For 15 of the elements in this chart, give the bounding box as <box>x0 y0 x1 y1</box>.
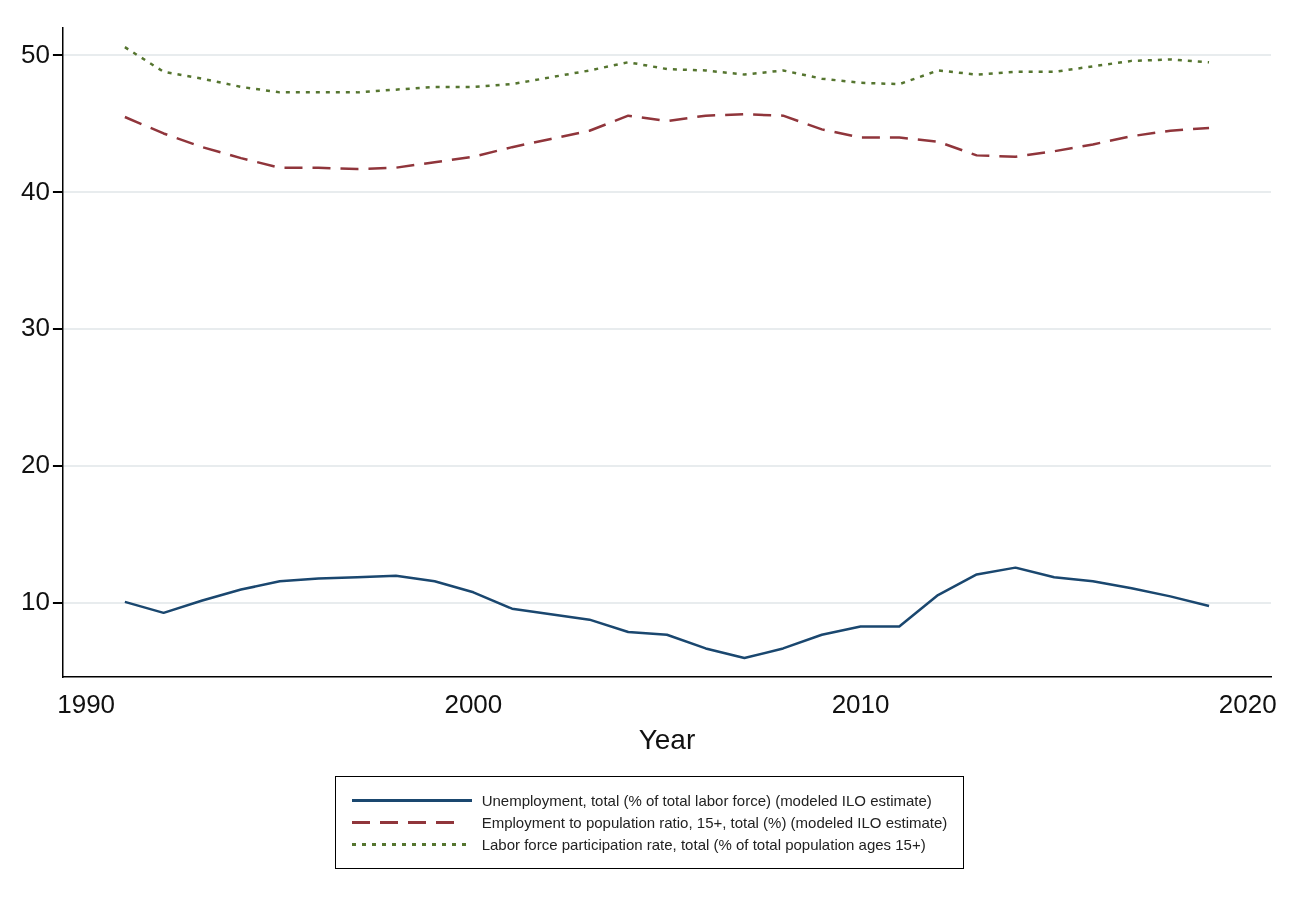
legend-label: Employment to population ratio, 15+, total (%) (modeled ILO estimate) <box>481 814 948 831</box>
y-tick-label: 50 <box>21 38 50 69</box>
x-tick-label: 1990 <box>57 688 116 719</box>
legend-label: Labor force participation rate, total (% of total population ages 15+) <box>481 836 926 853</box>
y-tick-label: 20 <box>21 449 50 480</box>
y-tick-label: 30 <box>21 312 50 343</box>
line-series <box>123 113 1211 171</box>
y-tick-label: 10 <box>21 586 50 617</box>
x-tick-label: 2010 <box>831 688 890 719</box>
x-axis-title: Year <box>638 723 696 755</box>
x-tick-label: 2020 <box>1218 688 1277 719</box>
legend-label: Unemployment, total (% of total labor force) (modeled ILO estimate) <box>481 792 932 809</box>
line-series <box>123 45 1211 94</box>
x-tick-label: 2000 <box>444 688 503 719</box>
y-tick-label: 40 <box>21 175 50 206</box>
